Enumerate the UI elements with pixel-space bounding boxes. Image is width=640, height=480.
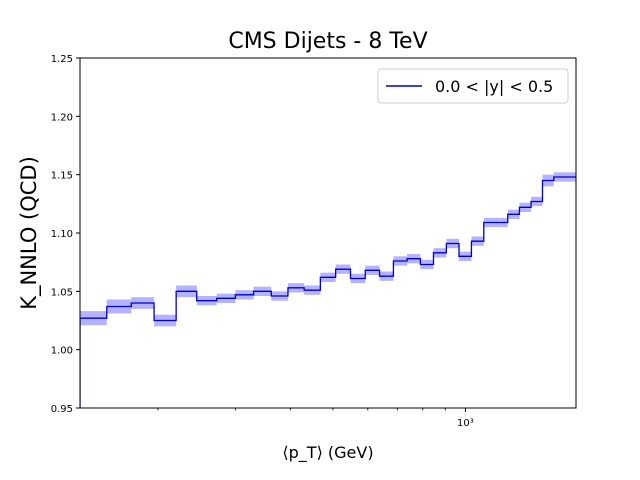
series-line [80,176,576,408]
x-tick-label: 10³ [457,418,474,429]
y-axis-title: K_NNLO (QCD) [17,156,42,310]
y-tick-label: 1.15 [51,171,73,182]
y-tick-label: 1.10 [51,229,73,240]
y-tick-label: 1.25 [51,54,73,65]
plot-content [80,172,576,408]
y-tick-label: 0.95 [51,404,73,415]
legend: 0.0 < |y| < 0.5 [377,68,569,104]
x-axis-title: ⟨p_T⟩ (GeV) [282,443,373,463]
axes: 0.95 1.00 1.05 1.10 1.15 1.20 1.25 10³ ⟨p_T⟩ (Ge… [17,54,577,463]
chart-title: CMS Dijets - 8 TeV [228,29,427,54]
y-tick-label: 1.00 [51,346,73,357]
legend-box [377,68,569,104]
plot-area [80,172,576,408]
y-tick-label: 1.05 [51,287,73,298]
y-tick-label: 1.20 [51,112,73,123]
legend-label: 0.0 < |y| < 0.5 [435,77,553,96]
